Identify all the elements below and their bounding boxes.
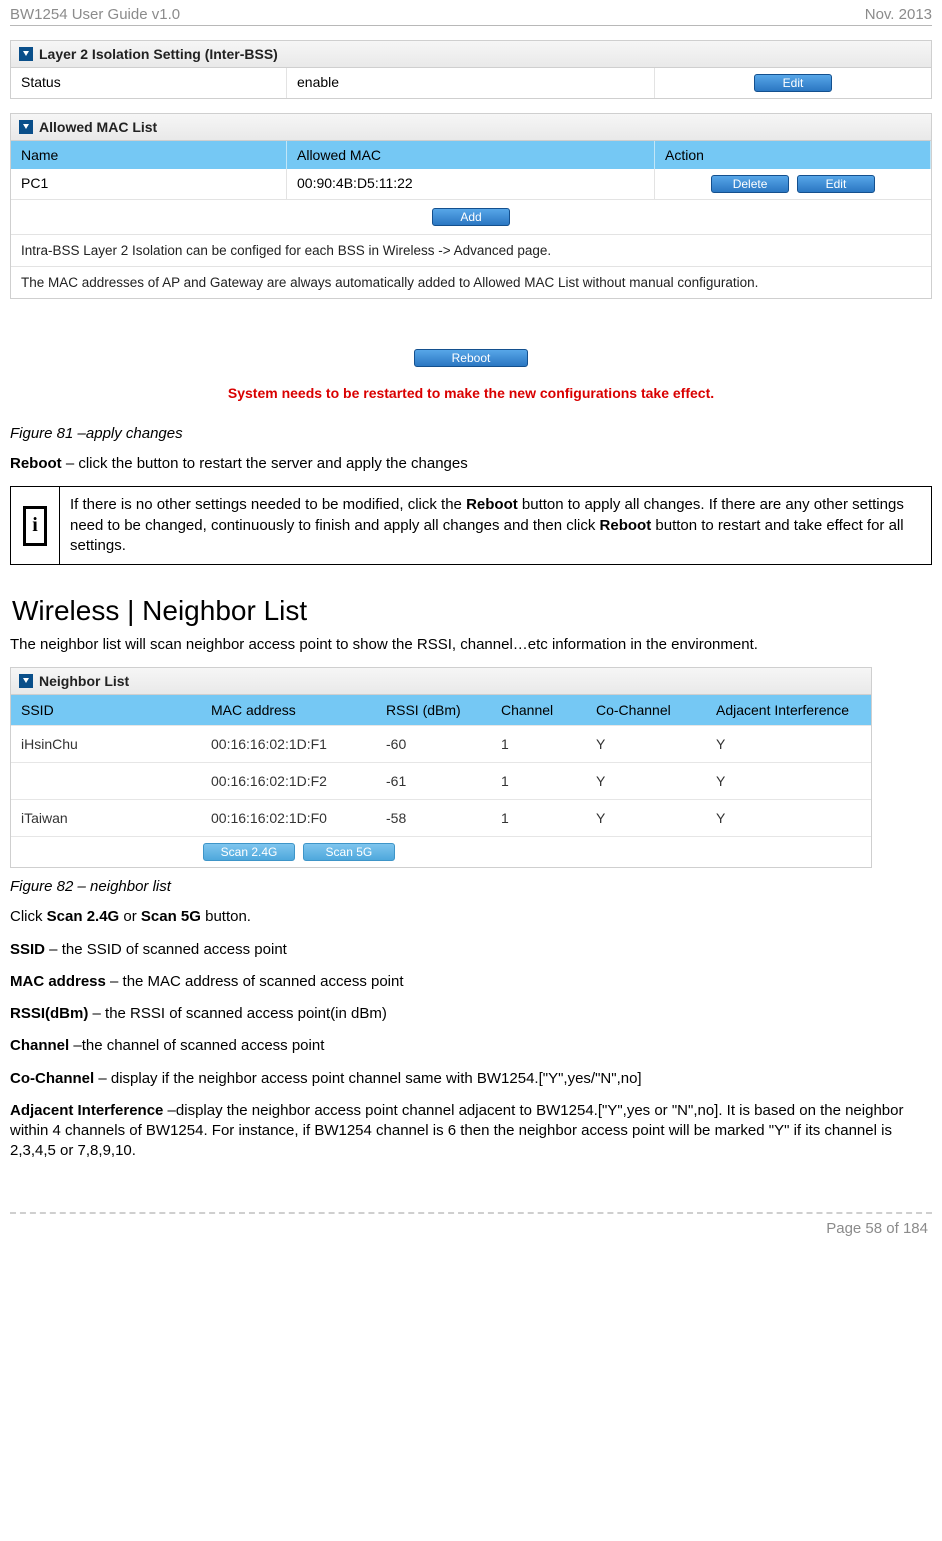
cell-co-channel: Y — [586, 763, 706, 799]
line-click-scan: Click Scan 2.4G or Scan 5G button. — [10, 907, 932, 927]
reboot-message: System needs to be restarted to make the… — [10, 385, 932, 401]
edit-button[interactable]: Edit — [754, 74, 832, 92]
cell-name: PC1 — [11, 169, 287, 199]
collapse-icon[interactable] — [19, 674, 33, 688]
note-auto-mac: The MAC addresses of AP and Gateway are … — [11, 266, 931, 298]
cell-ssid: iHsinChu — [11, 726, 201, 762]
cell-channel: 1 — [491, 763, 586, 799]
cell-rssi: -58 — [376, 800, 491, 836]
label-status: Status — [11, 68, 287, 98]
cell-mac: 00:16:16:02:1D:F0 — [201, 800, 376, 836]
panel-neighbor-list: Neighbor List SSID MAC address RSSI (dBm… — [10, 667, 872, 868]
panel-allowed-mac-list: Allowed MAC List Name Allowed MAC Action… — [10, 113, 932, 299]
note-intra-bss: Intra-BSS Layer 2 Isolation can be confi… — [11, 234, 931, 266]
table-row: 00:16:16:02:1D:F2-611YY — [11, 762, 871, 799]
footer-rule — [10, 1212, 932, 1214]
page-number: Page 58 of 184 — [10, 1220, 932, 1237]
scan-24g-button[interactable]: Scan 2.4G — [203, 843, 295, 861]
cell-rssi: -61 — [376, 763, 491, 799]
line-adjacent-interference: Adjacent Interference –display the neigh… — [10, 1101, 932, 1162]
delete-button[interactable]: Delete — [711, 175, 789, 193]
col-rssi: RSSI (dBm) — [376, 695, 491, 725]
col-adjacent-interference: Adjacent Interference — [706, 695, 871, 725]
collapse-icon[interactable] — [19, 120, 33, 134]
cell-co-channel: Y — [586, 726, 706, 762]
edit-button[interactable]: Edit — [797, 175, 875, 193]
header-left: BW1254 User Guide v1.0 — [10, 6, 180, 23]
info-icon: i — [11, 487, 60, 564]
figure-82-caption: Figure 82 – neighbor list — [10, 878, 932, 895]
col-action: Action — [655, 141, 931, 169]
panel-title-text: Allowed MAC List — [39, 119, 157, 135]
table-row: iHsinChu00:16:16:02:1D:F1-601YY — [11, 725, 871, 762]
line-mac: MAC address – the MAC address of scanned… — [10, 972, 932, 992]
value-status: enable — [287, 68, 655, 98]
table-row: iTaiwan00:16:16:02:1D:F0-581YY — [11, 799, 871, 836]
header-right: Nov. 2013 — [865, 6, 932, 23]
cell-adjacent: Y — [706, 763, 871, 799]
panel-title-text: Layer 2 Isolation Setting (Inter-BSS) — [39, 46, 278, 62]
header-rule — [10, 25, 932, 26]
cell-ssid: iTaiwan — [11, 800, 201, 836]
col-mac-address: MAC address — [201, 695, 376, 725]
line-rssi: RSSI(dBm) – the RSSI of scanned access p… — [10, 1004, 932, 1024]
col-name: Name — [11, 141, 287, 169]
cell-adjacent: Y — [706, 726, 871, 762]
reboot-description: Reboot – click the button to restart the… — [10, 454, 932, 474]
line-ssid: SSID – the SSID of scanned access point — [10, 940, 932, 960]
cell-mac: 00:16:16:02:1D:F1 — [201, 726, 376, 762]
panel-title-text: Neighbor List — [39, 673, 129, 689]
line-channel: Channel –the channel of scanned access p… — [10, 1036, 932, 1056]
section-heading: Wireless | Neighbor List — [12, 595, 932, 627]
figure-81-caption: Figure 81 –apply changes — [10, 425, 932, 442]
add-button[interactable]: Add — [432, 208, 510, 226]
collapse-icon[interactable] — [19, 47, 33, 61]
panel-layer2-isolation: Layer 2 Isolation Setting (Inter-BSS) St… — [10, 40, 932, 99]
cell-adjacent: Y — [706, 800, 871, 836]
reboot-button[interactable]: Reboot — [414, 349, 528, 367]
cell-channel: 1 — [491, 726, 586, 762]
info-callout: i If there is no other settings needed t… — [10, 486, 932, 565]
col-co-channel: Co-Channel — [586, 695, 706, 725]
cell-channel: 1 — [491, 800, 586, 836]
cell-mac: 00:90:4B:D5:11:22 — [287, 169, 655, 199]
col-channel: Channel — [491, 695, 586, 725]
col-allowed-mac: Allowed MAC — [287, 141, 655, 169]
cell-co-channel: Y — [586, 800, 706, 836]
cell-mac: 00:16:16:02:1D:F2 — [201, 763, 376, 799]
col-ssid: SSID — [11, 695, 201, 725]
section-intro: The neighbor list will scan neighbor acc… — [10, 635, 932, 655]
scan-5g-button[interactable]: Scan 5G — [303, 843, 395, 861]
cell-ssid — [11, 763, 201, 799]
cell-rssi: -60 — [376, 726, 491, 762]
line-co-channel: Co-Channel – display if the neighbor acc… — [10, 1069, 932, 1089]
